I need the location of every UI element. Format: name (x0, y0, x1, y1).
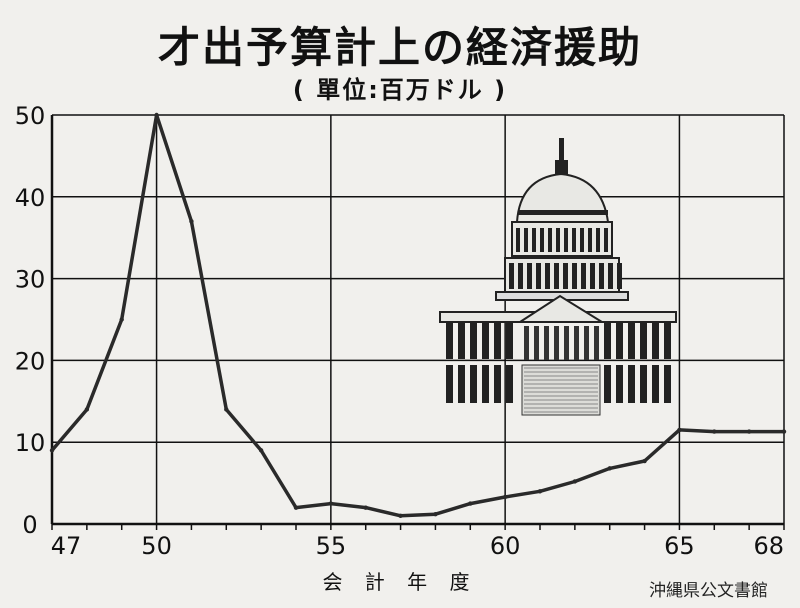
data-point (224, 407, 229, 412)
data-point (677, 427, 682, 433)
data-point (642, 458, 647, 464)
x-tick-label: 68 (753, 532, 784, 560)
data-points (49, 112, 787, 519)
y-tick-label: 40 (15, 184, 46, 212)
y-tick-label: 20 (15, 347, 46, 375)
data-point (746, 429, 752, 434)
data-point (502, 494, 508, 500)
y-tick-label: 0 (22, 511, 37, 539)
data-point (398, 513, 403, 519)
data-point (258, 448, 264, 453)
archive-watermark: 沖縄県公文書館 (649, 581, 768, 601)
data-point (607, 466, 612, 471)
data-point (293, 505, 299, 510)
chart-title: 才出予算計上の経済援助 (157, 23, 642, 72)
x-tick-label: 60 (490, 532, 521, 560)
x-tick-label: 47 (51, 532, 82, 560)
data-point (328, 501, 334, 506)
grid-lines (50, 114, 785, 530)
y-tick-label: 30 (15, 266, 46, 294)
data-point (154, 112, 159, 118)
x-tick-labels: 47 50 55 60 65 68 (51, 532, 784, 560)
data-point (189, 219, 194, 224)
capitol-building-icon (439, 138, 677, 416)
x-tick-label: 65 (664, 532, 695, 560)
data-point (712, 429, 717, 434)
data-point (572, 479, 578, 484)
chart-subtitle: ( 單位:百万ドル ) (292, 76, 508, 104)
x-tick-label: 55 (316, 532, 347, 560)
data-point (433, 511, 438, 517)
y-tick-labels: 0 10 20 30 40 50 (15, 102, 46, 539)
y-tick-label: 50 (15, 102, 46, 130)
series-line (50, 113, 784, 518)
data-point (468, 501, 473, 506)
x-axis-label: 会 計 年 度 (322, 570, 478, 594)
data-point (49, 448, 55, 453)
data-point (363, 505, 368, 510)
data-point (537, 489, 543, 494)
y-tick-label: 10 (15, 429, 46, 457)
data-point (781, 429, 787, 434)
data-point (84, 407, 90, 412)
data-point (119, 317, 124, 322)
x-tick-label: 50 (141, 532, 172, 560)
